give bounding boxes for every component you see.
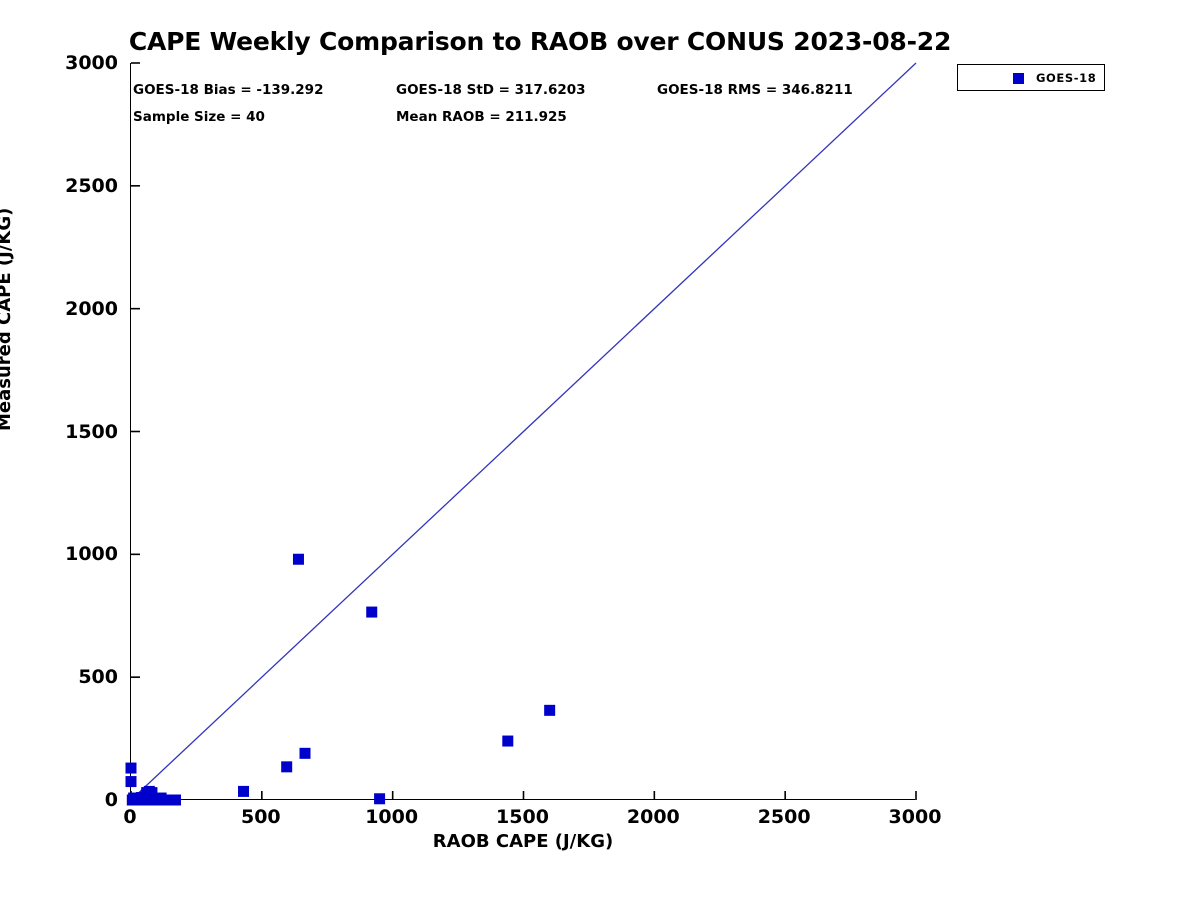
x-tick-label: 1000: [365, 806, 419, 828]
x-axis-tick-labels: 0 500 1000 1500 2000 2500 3000: [0, 806, 1200, 846]
data-point-marker: [169, 794, 181, 806]
data-point-marker: [125, 776, 137, 788]
stat-rms: GOES-18 RMS = 346.8211: [657, 82, 853, 98]
data-point-marker: [502, 735, 514, 747]
y-tick-label: 2000: [65, 297, 118, 320]
data-point-marker: [374, 793, 386, 805]
data-point-marker: [281, 761, 293, 773]
stat-sample-size: Sample Size = 40: [133, 109, 265, 125]
x-tick-label: 3000: [888, 806, 942, 828]
data-point-marker: [125, 762, 137, 774]
data-point-marker: [292, 553, 304, 565]
x-tick-label: 2000: [626, 806, 680, 828]
x-tick-label: 1500: [496, 806, 549, 828]
x-tick-label: 500: [240, 806, 281, 828]
page-title: CAPE Weekly Comparison to RAOB over CONU…: [128, 27, 952, 56]
stat-mean-raob: Mean RAOB = 211.925: [396, 109, 567, 125]
x-axis-label: RAOB CAPE (J/KG): [432, 831, 614, 852]
data-point-marker: [299, 747, 311, 759]
y-tick-label: 1500: [65, 420, 118, 443]
legend: GOES-18: [957, 64, 1105, 91]
data-point-marker: [544, 704, 556, 716]
data-point-marker: [238, 785, 250, 797]
plot-area: [125, 62, 917, 806]
square-marker-icon: [1013, 73, 1024, 84]
y-axis-label: Measured CAPE (J/KG): [0, 207, 15, 431]
legend-item-label: GOES-18: [1036, 71, 1097, 85]
y-axis-tick-labels: 0 500 1000 1500 2000 2500 3000: [48, 0, 118, 900]
stat-std: GOES-18 StD = 317.6203: [396, 82, 586, 98]
data-point-marker: [366, 606, 378, 618]
y-tick-label: 500: [78, 666, 118, 689]
one-to-one-reference-line: [130, 62, 917, 801]
y-tick-label: 1000: [65, 543, 118, 566]
x-tick-label: 2500: [757, 806, 811, 828]
plot-canvas: [125, 62, 917, 806]
data-points: [125, 553, 556, 806]
stat-bias: GOES-18 Bias = -139.292: [133, 82, 324, 98]
y-tick-label: 3000: [65, 52, 118, 74]
y-tick-label: 0: [104, 789, 118, 811]
data-point-marker: [146, 787, 158, 799]
x-tick-label: 0: [123, 806, 137, 828]
y-tick-label: 2500: [65, 174, 118, 197]
